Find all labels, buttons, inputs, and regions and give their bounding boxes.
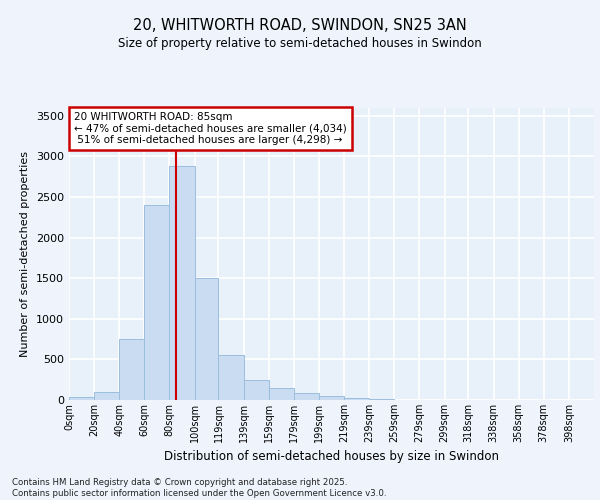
Text: 20 WHITWORTH ROAD: 85sqm
← 47% of semi-detached houses are smaller (4,034)
 51% : 20 WHITWORTH ROAD: 85sqm ← 47% of semi-d…	[74, 112, 347, 145]
Y-axis label: Number of semi-detached properties: Number of semi-detached properties	[20, 151, 31, 357]
Bar	[294, 392, 319, 400]
X-axis label: Distribution of semi-detached houses by size in Swindon: Distribution of semi-detached houses by …	[164, 450, 499, 464]
Bar	[244, 380, 269, 400]
Bar	[319, 396, 344, 400]
Bar	[269, 388, 294, 400]
Bar	[119, 339, 145, 400]
Bar	[344, 398, 369, 400]
Bar	[218, 356, 244, 400]
Text: Size of property relative to semi-detached houses in Swindon: Size of property relative to semi-detach…	[118, 38, 482, 51]
Text: Contains HM Land Registry data © Crown copyright and database right 2025.
Contai: Contains HM Land Registry data © Crown c…	[12, 478, 386, 498]
Text: 20, WHITWORTH ROAD, SWINDON, SN25 3AN: 20, WHITWORTH ROAD, SWINDON, SN25 3AN	[133, 18, 467, 32]
Bar	[94, 392, 119, 400]
Bar	[169, 166, 194, 400]
Bar	[145, 205, 169, 400]
Bar	[69, 397, 94, 400]
Bar	[194, 278, 218, 400]
Bar	[369, 399, 394, 400]
